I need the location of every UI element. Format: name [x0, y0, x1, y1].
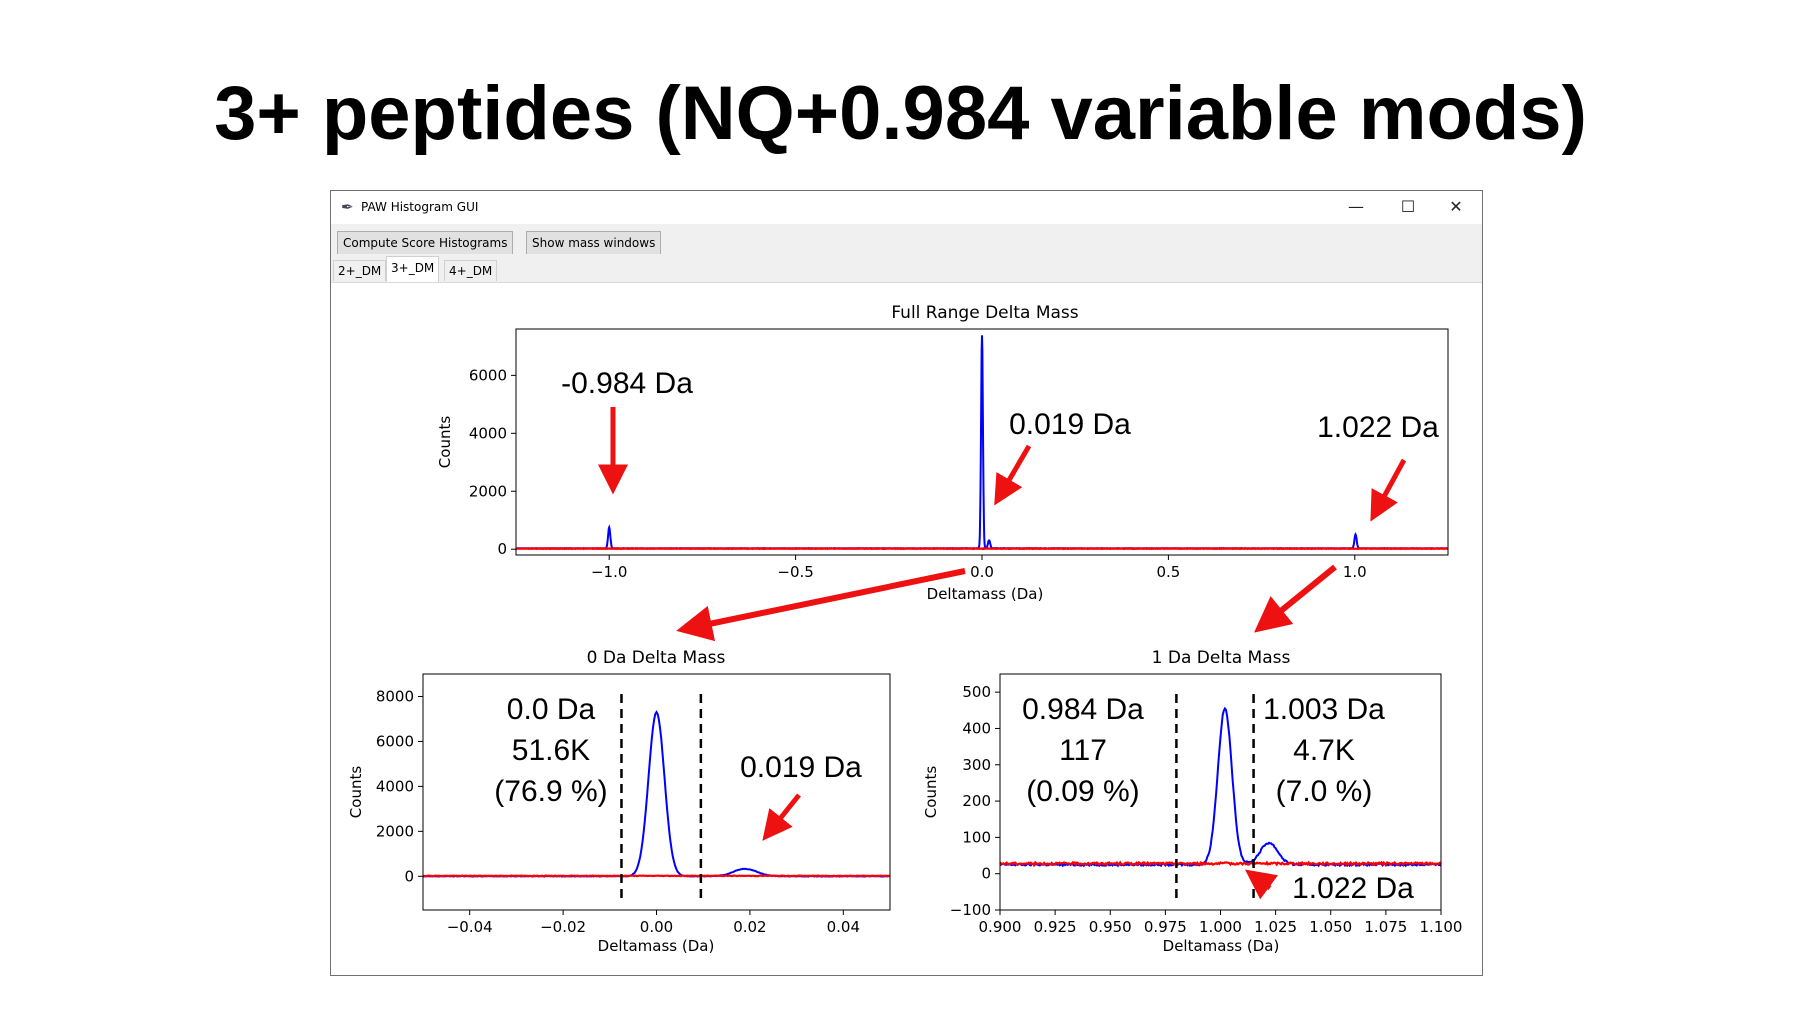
plot-one: 0.900 0.925 0.950 0.975 1.000 1.025 1.050 1.075… — [950, 683, 1463, 936]
chart-title-full: Full Range Delta Mass — [891, 303, 1078, 323]
y-tick-label: 0 — [404, 867, 414, 885]
series-line-decoy — [423, 874, 891, 878]
x-tick-label: 1.100 — [1420, 918, 1463, 936]
y-tick-label: 6000 — [469, 366, 507, 384]
figure-svg: Full Range Delta Mass −1.0 −0.5 0.0 0.5 1.00… — [347, 303, 1463, 955]
x-tick-label: 0.950 — [1089, 918, 1132, 936]
feather-icon: ✒ — [341, 198, 354, 216]
x-tick-label: 0.00 — [640, 918, 673, 936]
annotation-one-a-line2: 117 — [1059, 734, 1107, 767]
x-tick-label: −1.0 — [591, 563, 627, 581]
x-tick-label: 0.0 — [970, 563, 994, 581]
x-tick-label: 0.04 — [827, 918, 860, 936]
x-tick-label: −0.02 — [540, 918, 586, 936]
y-tick-label: 2000 — [376, 822, 414, 840]
plot-zero: −0.04 −0.02 0.00 0.02 0.04 0 2000 4000 6000 8000 — [376, 687, 891, 936]
xlabel-one: Deltamass (Da) — [1163, 937, 1280, 955]
y-tick-label: 200 — [962, 792, 991, 810]
app-window: ✒ PAW Histogram GUI — ☐ ✕ Compute Score … — [330, 190, 1483, 976]
y-tick-label: 0 — [981, 865, 991, 883]
series-line-target — [422, 710, 890, 878]
x-tick-label: −0.5 — [777, 563, 813, 581]
annotation-1022-zoom: 1.022 Da — [1292, 872, 1414, 905]
y-tick-label: 500 — [962, 683, 991, 701]
annotation-one-b-line1: 1.003 Da — [1263, 693, 1385, 726]
y-tick-label: 8000 — [376, 687, 414, 705]
close-button[interactable]: ✕ — [1449, 197, 1463, 216]
chart-title-one: 1 Da Delta Mass — [1152, 648, 1291, 668]
minimize-button[interactable]: — — [1348, 197, 1364, 216]
show-mass-windows-button[interactable]: Show mass windows — [526, 231, 662, 256]
axes-frame-full — [515, 328, 1449, 556]
y-tick-label: 4000 — [469, 424, 507, 442]
xlabel-full: Deltamass (Da) — [927, 585, 1044, 603]
zoom-arrow-one — [1254, 564, 1337, 633]
annotation-one-b-line3: (7.0 %) — [1276, 775, 1373, 808]
y-tick-label: 400 — [962, 719, 991, 737]
axes-frame-zero — [422, 673, 891, 911]
tab-bar: 2+_DM 3+_DM 4+_DM — [331, 254, 1482, 283]
tab-3plus-dm[interactable]: 3+_DM — [386, 256, 440, 282]
annotation-one-a-line3: (0.09 %) — [1026, 775, 1139, 808]
slide-title: 3+ peptides (NQ+0.984 variable mods) — [214, 71, 1587, 156]
arrow-1022-zoom — [1244, 869, 1279, 900]
y-tick-label: 0 — [497, 540, 507, 558]
x-tick-label: 1.025 — [1254, 918, 1297, 936]
x-tick-label: 1.000 — [1199, 918, 1242, 936]
y-tick-label: 100 — [962, 828, 991, 846]
x-tick-label: 1.0 — [1343, 563, 1367, 581]
y-tick-label: 6000 — [376, 732, 414, 750]
annotation-zero-line2: 51.6K — [512, 734, 590, 767]
y-tick-label: 300 — [962, 756, 991, 774]
x-tick-label: −0.04 — [447, 918, 493, 936]
axes-frame-one — [999, 673, 1442, 911]
series-line-decoy — [999, 860, 1442, 867]
window-title: PAW Histogram GUI — [361, 200, 479, 214]
x-tick-label: 0.975 — [1144, 918, 1187, 936]
chart-title-zero: 0 Da Delta Mass — [587, 648, 726, 668]
annotation-one-a-line1: 0.984 Da — [1022, 693, 1144, 726]
x-tick-label: 0.02 — [733, 918, 766, 936]
arrow-0019-full — [994, 444, 1032, 506]
annotation-zero-line1: 0.0 Da — [507, 693, 596, 726]
annotation-minus-0984: -0.984 Da — [561, 367, 693, 400]
tab-4plus-dm[interactable]: 4+_DM — [444, 260, 498, 281]
maximize-button[interactable]: ☐ — [1400, 197, 1416, 216]
plot-full: −1.0 −0.5 0.0 0.5 1.0 0 2000 4000 6000 — [469, 335, 1449, 581]
x-tick-label: 0.900 — [979, 918, 1022, 936]
x-tick-label: 1.075 — [1364, 918, 1407, 936]
series-line-target — [999, 706, 1442, 868]
y-tick-label: 4000 — [376, 777, 414, 795]
annotation-0019-full: 0.019 Da — [1009, 408, 1131, 441]
figure-canvas: Full Range Delta Mass −1.0 −0.5 0.0 0.5 1.0 0… — [335, 283, 1477, 971]
tab-2plus-dm[interactable]: 2+_DM — [333, 260, 387, 281]
annotation-one-b-line2: 4.7K — [1293, 734, 1355, 767]
xlabel-zero: Deltamass (Da) — [598, 937, 715, 955]
annotation-zero-line3: (76.9 %) — [494, 775, 607, 808]
arrow-1022-full — [1370, 458, 1407, 522]
ylabel-zero: Counts — [347, 766, 365, 819]
zoom-arrow-zero — [676, 568, 966, 642]
x-tick-label: 1.050 — [1309, 918, 1352, 936]
y-tick-label: −100 — [950, 901, 991, 919]
x-tick-label: 0.925 — [1034, 918, 1077, 936]
arrow-0019-zoom — [762, 793, 801, 841]
compute-score-histograms-button[interactable]: Compute Score Histograms — [337, 231, 514, 256]
toolbar: Compute Score Histograms Show mass windo… — [331, 224, 1482, 256]
y-tick-label: 2000 — [469, 482, 507, 500]
x-tick-label: 0.5 — [1156, 563, 1180, 581]
annotation-0019-zoom: 0.019 Da — [740, 751, 862, 784]
annotation-1022-full: 1.022 Da — [1317, 411, 1439, 444]
title-bar[interactable]: ✒ PAW Histogram GUI — ☐ ✕ — [331, 191, 1482, 224]
ylabel-one: Counts — [922, 766, 940, 819]
ylabel-full: Counts — [436, 416, 454, 469]
